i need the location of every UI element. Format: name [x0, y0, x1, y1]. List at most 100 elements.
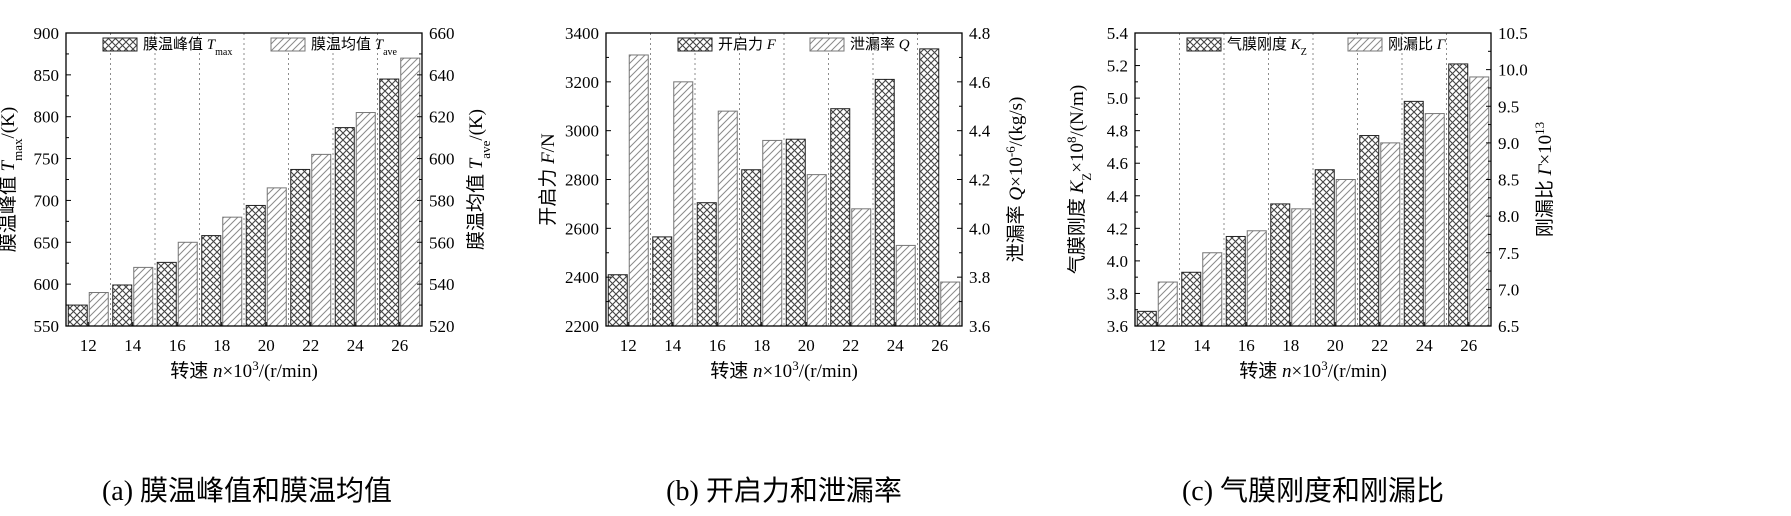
- bar-series2-22: [311, 153, 332, 327]
- left-tick-label: 3.8: [1107, 284, 1128, 303]
- label-text: 开启力: [718, 36, 767, 53]
- label-text: /(r/min): [799, 361, 858, 382]
- bar-series2-24: [355, 112, 376, 327]
- x-tick-label: 20: [798, 336, 815, 355]
- left-tick-label: 800: [34, 108, 60, 127]
- legend-label: 膜温峰值 Tmax​: [143, 36, 232, 58]
- label-superscript: 3: [1321, 358, 1328, 373]
- label-text: 刚漏比: [1534, 175, 1556, 237]
- label-text: ×10: [1067, 143, 1088, 173]
- label-text: /(K): [466, 109, 487, 141]
- x-tick-label: 14: [1193, 336, 1211, 355]
- bar-series1-20: [785, 138, 806, 327]
- label-symbol: T: [0, 159, 19, 171]
- right-tick-label: 8.0: [1498, 207, 1519, 226]
- x-tick-label: 16: [709, 336, 726, 355]
- label-text: 膜温峰值: [0, 171, 19, 252]
- right-tick-label: 6.5: [1498, 317, 1519, 336]
- left-tick-label: 4.6: [1107, 154, 1128, 173]
- label-symbol: T: [207, 37, 217, 53]
- right-tick-label: 4.4: [969, 122, 991, 141]
- left-tick-label: 2800: [565, 171, 599, 190]
- x-tick-label: 26: [391, 336, 408, 355]
- legend-swatch: [270, 37, 306, 52]
- label-text: 气膜刚度: [1066, 193, 1088, 274]
- legend-swatch: [1186, 37, 1222, 52]
- left-tick-label: 600: [34, 275, 60, 294]
- bar-series1-26: [1448, 63, 1469, 327]
- bar-series1-18: [201, 235, 222, 327]
- x-tick-label: 20: [1327, 336, 1344, 355]
- left-tick-label: 700: [34, 191, 60, 210]
- right-axis-title: 膜温均值 Tave​/(K): [465, 109, 493, 250]
- bar-series2-18: [1291, 208, 1312, 327]
- label-symbol: F: [538, 152, 559, 165]
- x-tick-label: 24: [347, 336, 365, 355]
- label-superscript: 3: [792, 358, 799, 373]
- right-tick-label: 640: [429, 66, 455, 85]
- left-tick-label: 3400: [565, 24, 599, 43]
- bar-series2-24: [895, 244, 916, 327]
- figure-caption: (c) 气膜刚度和刚漏比: [1182, 475, 1444, 507]
- legend-label: 开启力 F: [718, 36, 777, 53]
- x-tick-label: 16: [169, 336, 186, 355]
- bar-series2-18: [762, 139, 783, 327]
- bar-series1-14: [652, 236, 673, 327]
- label-text: /(r/min): [259, 361, 318, 382]
- bar-series1-24: [1403, 100, 1424, 327]
- label-symbol: T: [375, 37, 385, 53]
- label-text: 膜温峰值: [143, 36, 207, 53]
- right-tick-label: 3.6: [969, 317, 990, 336]
- left-tick-label: 4.8: [1107, 122, 1128, 141]
- x-axis-title: 转速 n×103​/(r/min): [170, 358, 318, 383]
- label-text: ×10: [1006, 157, 1027, 187]
- right-tick-label: 10.5: [1498, 24, 1528, 43]
- left-tick-label: 900: [34, 24, 60, 43]
- label-subscript: max: [215, 47, 232, 58]
- right-tick-label: 660: [429, 24, 455, 43]
- left-tick-label: 3.6: [1107, 317, 1128, 336]
- label-text: /(r/min): [1328, 361, 1387, 382]
- left-axis-title: 膜温峰值 Tmax​/(K): [0, 107, 25, 252]
- label-text: 泄漏率: [1005, 201, 1027, 263]
- bar-series1-26: [919, 48, 940, 327]
- left-tick-label: 4.0: [1107, 252, 1128, 271]
- left-axis-title: 开启力 F/N: [537, 133, 559, 226]
- right-tick-label: 7.0: [1498, 280, 1519, 299]
- bar-series1-20: [245, 204, 266, 327]
- left-tick-label: 2400: [565, 268, 599, 287]
- x-tick-label: 22: [1371, 336, 1388, 355]
- right-tick-label: 520: [429, 317, 455, 336]
- left-tick-label: 5.0: [1107, 89, 1128, 108]
- label-text: 转速: [170, 360, 213, 382]
- label-symbol: Γ: [1535, 163, 1556, 176]
- right-tick-label: 9.0: [1498, 134, 1519, 153]
- label-symbol: K: [1067, 179, 1088, 194]
- right-tick-label: 3.8: [969, 268, 990, 287]
- label-symbol: Γ: [1436, 37, 1447, 53]
- bar-series1-12: [607, 274, 628, 327]
- chart-panel-c: 3.6 3.8 4.0 4.2 4.4 4.6 4.8 5.0 5.2 5.4 6.5 7.0 7.5 8…: [1064, 24, 1557, 507]
- label-symbol: K: [1290, 37, 1302, 53]
- bar-series1-16: [1225, 235, 1246, 327]
- label-superscript: 13: [1532, 122, 1547, 135]
- bar-series1-16: [156, 261, 177, 327]
- right-axis-title: 刚漏比 Γ×1013​: [1532, 122, 1557, 237]
- left-tick-label: 850: [34, 66, 60, 85]
- bar-series2-24: [1424, 113, 1445, 327]
- bar-series2-26: [940, 281, 961, 327]
- x-tick-label: 12: [1149, 336, 1166, 355]
- left-axis-title: 气膜刚度 KZ​×108​/(N/m): [1064, 85, 1094, 274]
- bar-series2-20: [1335, 179, 1356, 327]
- x-axis-title: 转速 n×103​/(r/min): [710, 358, 858, 383]
- label-subscript: Z: [1079, 173, 1094, 181]
- x-tick-label: 18: [753, 336, 770, 355]
- x-tick-label: 24: [1416, 336, 1434, 355]
- label-text: ×10: [762, 361, 792, 382]
- left-tick-label: 5.4: [1107, 24, 1129, 43]
- legend-label: 刚漏比 Γ: [1388, 36, 1447, 53]
- bar-series2-18: [222, 216, 243, 327]
- right-tick-label: 580: [429, 191, 455, 210]
- label-text: 膜温均值: [465, 169, 487, 250]
- label-subscript: ave: [478, 140, 493, 158]
